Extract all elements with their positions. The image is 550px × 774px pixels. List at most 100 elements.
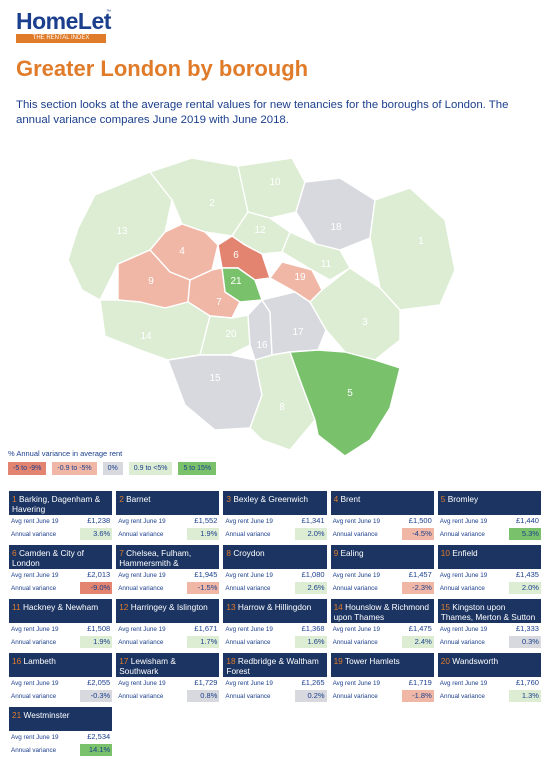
variance-label: Annual variance xyxy=(11,746,57,754)
rent-label: Avg rent June 19 xyxy=(439,679,488,687)
rent-row: Avg rent June 19 £1,760 xyxy=(437,677,541,690)
borough-card-header: 18 Redbridge & Waltham Forest xyxy=(223,653,327,677)
rent-label: Avg rent June 19 xyxy=(439,571,488,579)
variance-row: Annual variance -4.5% xyxy=(330,528,434,541)
map-label-16: 16 xyxy=(256,340,268,351)
variance-value: 1.6% xyxy=(294,636,327,648)
rent-value: £1,333 xyxy=(515,624,539,633)
rent-row: Avg rent June 19 £1,671 xyxy=(116,623,220,636)
map-label-17: 17 xyxy=(292,327,304,338)
map-label-20: 20 xyxy=(225,329,237,340)
borough-card: 5 Bromley Avg rent June 19 £1,440 Annual va… xyxy=(437,491,541,541)
legend-item: 0.9 to <5% xyxy=(128,462,173,475)
borough-number: 4 xyxy=(333,494,339,504)
variance-row: Annual variance 0.8% xyxy=(116,690,220,703)
variance-label: Annual variance xyxy=(225,638,271,646)
rent-value: £1,719 xyxy=(408,678,432,687)
rent-row: Avg rent June 19 £1,265 xyxy=(223,677,327,690)
map-label-14: 14 xyxy=(140,331,152,342)
borough-card-header: 7 Chelsea, Fulham, Hammersmith & Kensing… xyxy=(116,545,220,569)
rent-value: £2,055 xyxy=(87,678,111,687)
london-borough-map: 1 2 3 4 5 6 7 8 9 10 11 12 13 14 15 16 1… xyxy=(0,140,550,460)
borough-card: 8 Croydon Avg rent June 19 £1,080 Annual va… xyxy=(223,545,327,595)
borough-name: Barnet xyxy=(126,494,151,504)
borough-name: Redbridge & Waltham Forest xyxy=(226,656,319,676)
rent-row: Avg rent June 19 £1,945 xyxy=(116,569,220,582)
borough-number: 8 xyxy=(226,548,231,558)
variance-row: Annual variance 1.9% xyxy=(116,528,220,541)
rent-value: £1,457 xyxy=(408,570,432,579)
borough-number: 9 xyxy=(333,548,339,558)
borough-card: 12 Harringey & Islington Avg rent June 19… xyxy=(116,599,220,649)
map-label-18: 18 xyxy=(330,222,342,233)
rent-value: £1,341 xyxy=(301,516,325,525)
borough-number: 2 xyxy=(119,494,124,504)
region-10 xyxy=(237,157,306,219)
variance-label: Annual variance xyxy=(118,584,164,592)
rent-label: Avg rent June 19 xyxy=(118,679,166,687)
borough-number: 20 xyxy=(440,656,450,666)
borough-number: 13 xyxy=(226,602,236,612)
rent-value: £1,508 xyxy=(87,624,111,633)
rent-label: Avg rent June 19 xyxy=(332,571,381,579)
borough-card-header: 4 Brent xyxy=(330,491,434,515)
map-label-8: 8 xyxy=(279,402,285,413)
variance-label: Annual variance xyxy=(225,584,271,592)
variance-value: 2.4% xyxy=(401,636,434,648)
variance-row: Annual variance 0.2% xyxy=(223,690,327,703)
borough-card: 2 Barnet Avg rent June 19 £1,552 Annual var… xyxy=(116,491,220,541)
rent-label: Avg rent June 19 xyxy=(225,679,273,687)
variance-row: Annual variance 0.3% xyxy=(437,636,541,649)
variance-row: Annual variance 14.1% xyxy=(9,744,113,757)
rent-value: £1,265 xyxy=(301,678,325,687)
borough-name: Lambeth xyxy=(23,656,56,666)
rent-value: £1,440 xyxy=(515,516,539,525)
borough-name: Lewisham & Southwark xyxy=(119,656,176,676)
map-label-9: 9 xyxy=(148,276,154,287)
borough-name: Ealing xyxy=(340,548,364,558)
rent-value: £1,760 xyxy=(515,678,539,687)
borough-name: Wandsworth xyxy=(452,656,499,666)
map-label-1: 1 xyxy=(418,236,424,247)
rent-row: Avg rent June 19 £2,055 xyxy=(9,677,113,690)
map-label-6: 6 xyxy=(233,250,239,261)
map-label-4: 4 xyxy=(179,246,185,257)
borough-number: 6 xyxy=(12,548,17,558)
variance-value: 3.6% xyxy=(80,528,113,540)
rent-value: £1,475 xyxy=(408,624,432,633)
borough-card-header: 11 Hackney & Newham xyxy=(9,599,113,623)
rent-label: Avg rent June 19 xyxy=(118,571,166,579)
borough-card: 9 Ealing Avg rent June 19 £1,457 Annual var… xyxy=(330,545,434,595)
variance-label: Annual variance xyxy=(332,638,378,646)
legend-title: % Annual variance in average rent xyxy=(8,449,123,458)
variance-row: Annual variance -9.0% xyxy=(9,582,113,595)
variance-value: 5.3% xyxy=(508,528,541,540)
variance-row: Annual variance 3.6% xyxy=(9,528,113,541)
variance-value: -9.0% xyxy=(80,582,113,594)
map-label-5: 5 xyxy=(347,388,353,399)
variance-label: Annual variance xyxy=(225,692,271,700)
rent-row: Avg rent June 19 £1,719 xyxy=(330,677,434,690)
borough-card-header: 17 Lewisham & Southwark xyxy=(116,653,220,677)
rent-row: Avg rent June 19 £1,435 xyxy=(437,569,541,582)
variance-row: Annual variance -0.3% xyxy=(9,690,113,703)
variance-row: Annual variance -1.5% xyxy=(116,582,220,595)
rent-label: Avg rent June 19 xyxy=(11,733,59,741)
borough-card: 21 Westminster Avg rent June 19 £2,534 Annu… xyxy=(9,707,113,757)
variance-label: Annual variance xyxy=(439,584,485,592)
borough-number: 17 xyxy=(119,656,129,666)
variance-label: Annual variance xyxy=(11,584,57,592)
map-label-15: 15 xyxy=(209,373,221,384)
variance-value: -1.5% xyxy=(187,582,220,594)
map-label-2: 2 xyxy=(209,198,215,209)
variance-label: Annual variance xyxy=(118,638,164,646)
rent-label: Avg rent June 19 xyxy=(225,517,273,525)
borough-number: 5 xyxy=(440,494,446,504)
map-label-21: 21 xyxy=(230,276,242,287)
borough-grid: 1 Barking, Dagenham & Havering Avg rent J… xyxy=(9,491,541,757)
borough-card: 17 Lewisham & Southwark Avg rent June 19 £… xyxy=(116,653,220,703)
variance-label: Annual variance xyxy=(118,692,164,700)
map-label-11: 11 xyxy=(321,259,332,270)
borough-card-header: 14 Hounslow & Richmond upon Thames xyxy=(330,599,434,623)
borough-number: 21 xyxy=(12,710,22,720)
